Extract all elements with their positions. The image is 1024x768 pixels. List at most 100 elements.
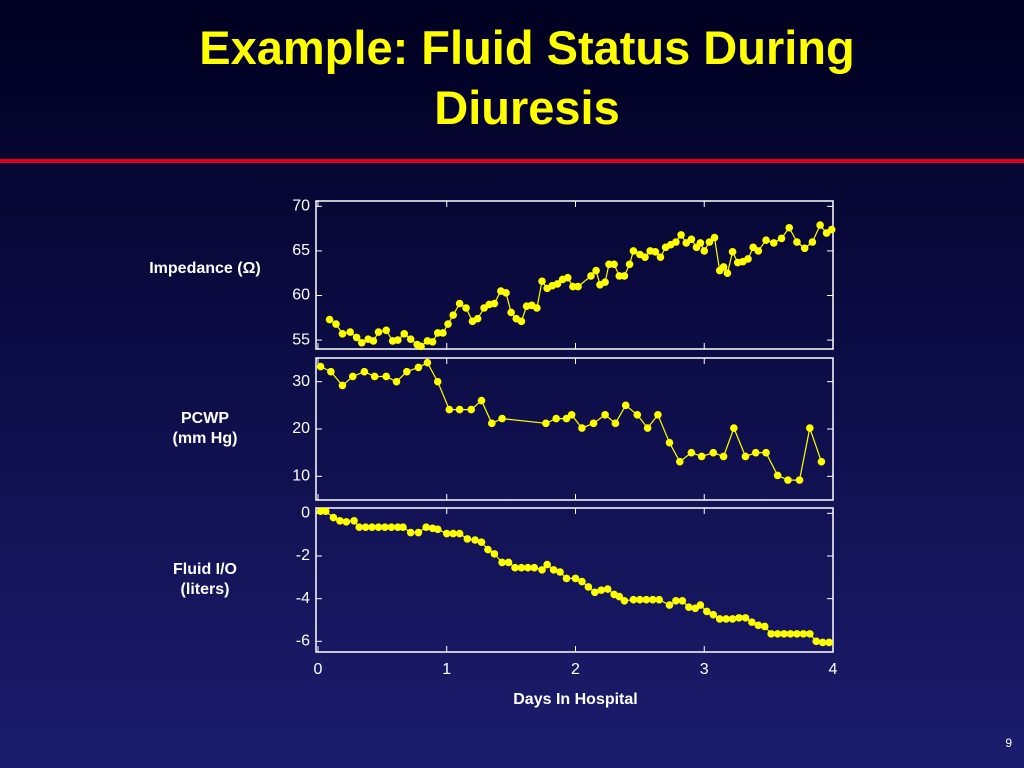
data-point [338,381,347,390]
data-point [433,377,442,386]
data-point [538,566,546,574]
data-point [490,299,499,308]
data-point [678,597,687,605]
data-point [382,326,391,335]
data-point [473,314,482,323]
plot-frame [315,357,834,501]
data-point [382,372,391,381]
data-point [786,630,795,638]
data-point [490,550,499,558]
data-point [338,330,347,338]
data-point [442,529,451,538]
data-point [471,536,479,544]
data-point [350,517,358,525]
data-point [517,563,526,572]
data-point [433,525,442,534]
y-tick-label: 20 [292,420,310,437]
data-point [556,568,564,576]
data-point [348,372,357,381]
data-point [325,315,334,324]
data-point [697,452,706,461]
data-point [611,419,620,428]
data-point [332,320,340,328]
data-point [423,358,432,367]
data-point [629,247,638,255]
data-point [592,266,600,275]
data-point [773,630,782,638]
y-tick-label: -6 [296,633,310,650]
data-point [394,336,402,344]
data-point [369,337,378,345]
data-point [806,424,814,432]
data-point [449,529,457,538]
data-point [342,518,351,526]
data-point [685,603,693,611]
data-point [549,566,558,574]
data-point [719,452,728,461]
data-point [455,529,464,538]
data-point [414,528,423,537]
y-axis-label: (mm Hg) [173,430,238,447]
data-point [533,304,541,312]
data-point [760,622,769,631]
data-point [463,535,472,543]
data-point [327,367,335,376]
data-point [696,601,705,609]
data-point [455,299,464,308]
data-point [553,280,562,288]
data-point [655,595,663,604]
data-point [574,282,582,291]
data-point [722,615,730,623]
data-point [374,328,383,336]
data-point [552,414,560,423]
data-point [543,560,551,569]
x-tick-label: 1 [442,661,451,678]
data-point [392,377,401,386]
data-point [406,528,415,537]
data-point [504,558,513,567]
y-axis-label: Impedance (Ω) [149,260,261,277]
data-point [651,248,660,256]
data-point [517,317,526,326]
data-point [735,614,743,622]
data-point [346,328,354,336]
data-point [587,272,595,280]
plot-frame [315,507,834,653]
data-point [399,523,407,531]
y-tick-label: -4 [296,590,310,607]
data-point [329,513,338,522]
y-tick-label: 55 [292,331,310,348]
data-point [762,448,770,457]
data-point [672,597,680,605]
data-point [656,253,665,261]
data-point [444,320,452,328]
data-point [799,630,808,638]
data-point [381,523,389,531]
data-point [428,338,437,346]
data-point [705,238,714,246]
data-point [615,592,624,601]
data-point [687,448,696,457]
data-point [677,231,685,239]
data-point [445,405,454,414]
data-point [584,583,593,591]
y-tick-label: 60 [292,287,310,304]
data-point [730,424,738,432]
data-point [403,367,411,376]
data-point [368,523,376,531]
y-tick-label: 70 [292,198,310,215]
x-axis-label: Days In Hospital [513,691,637,708]
data-point [462,304,470,312]
data-point [709,448,718,457]
data-point [780,630,788,638]
data-point [511,563,519,572]
data-point [728,615,737,623]
slide-title: Example: Fluid Status During Diuresis [199,21,855,134]
data-point [687,235,696,244]
data-point [530,563,539,572]
data-point [748,618,756,626]
data-point [818,638,827,647]
data-point [785,223,794,232]
data-point [422,523,430,531]
data-point [665,601,674,609]
